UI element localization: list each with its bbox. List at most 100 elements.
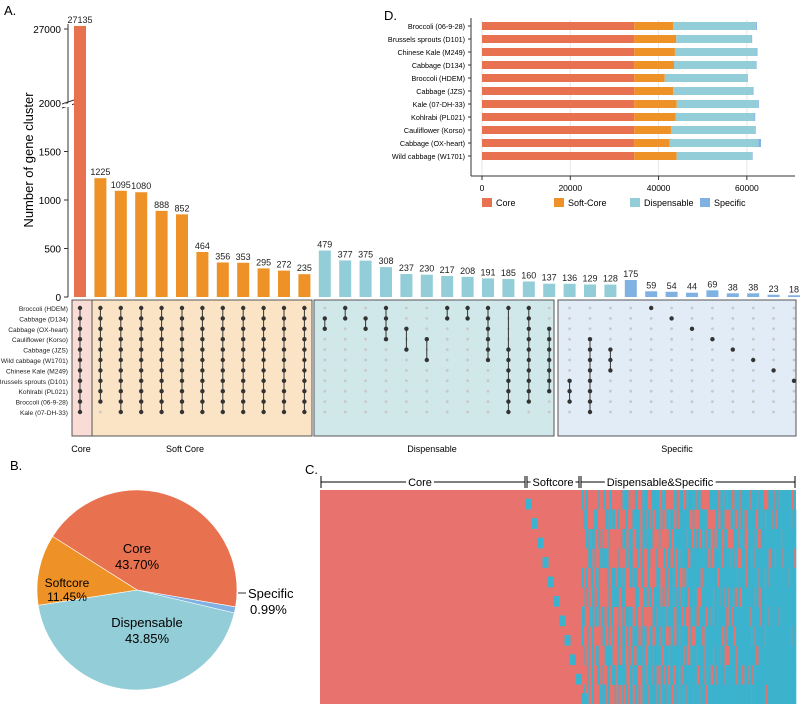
matrix-dot [465,305,470,311]
heatmap-dispensable-cell [701,587,704,608]
matrix-dot-empty [629,379,633,383]
bar-value-label: 377 [338,249,353,259]
heatmap-dispensable-cell [670,684,672,704]
heatmap-dispensable-cell [770,490,773,510]
panel-b: Core43.70%Softcore11.45%Dispensable43.85… [36,489,294,691]
stacked-bar-segment [634,74,665,82]
heatmap-dispensable-cell [649,645,652,666]
heatmap-dispensable-cell [744,567,746,588]
matrix-dot [322,326,327,331]
heatmap-dispensable-cell [610,606,613,627]
heatmap-dispensable-cell [610,645,613,666]
matrix-dot-empty [649,389,653,393]
heatmap-dispensable-cell [754,606,757,627]
matrix-dot-empty [384,348,388,351]
heatmap-dispensable-cell [670,665,672,685]
heatmap-dispensable-cell [643,665,646,685]
heatmap-dispensable-cell [614,587,617,608]
heatmap-dispensable-cell [770,665,773,685]
heatmap-dispensable-cell [680,684,682,704]
heatmap-dispensable-cell [748,567,750,588]
matrix-dot-empty [670,379,673,383]
heatmap-dispensable-cell [706,626,709,646]
heatmap-dispensable-cell [770,587,773,608]
matrix-dot-empty [792,317,796,320]
dispensable-region [313,299,555,437]
heatmap-dispensable-cell [602,606,604,627]
heatmap-dispensable-cell [717,606,720,627]
heatmap-dispensable-cell [780,490,783,510]
heatmap-dispensable-cell [755,528,758,549]
heatmap-dispensable-cell [767,606,769,627]
heatmap-dispensable-cell [678,606,681,627]
heatmap-dispensable-cell [794,587,797,608]
heatmap-dispensable-cell [644,626,647,646]
heatmap-dispensable-cell [767,587,769,608]
heatmap-dispensable-cell [722,567,725,588]
heatmap-dispensable-cell [677,665,680,685]
heatmap-dispensable-cell [682,567,685,588]
matrix-dot [77,399,83,404]
heatmap-dispensable-cell [792,548,794,569]
heatmap-dispensable-cell [739,626,741,646]
heatmap-dispensable-cell [720,626,723,646]
matrix-dot [302,389,307,394]
heatmap-dispensable-cell [765,606,768,627]
heatmap-dispensable-cell [743,684,745,704]
heatmap-dispensable-cell [765,645,768,666]
heatmap-dispensable-cell [660,606,662,627]
bar-value-label: 356 [215,251,230,261]
heatmap-dispensable-cell [736,528,739,549]
matrix-dot [118,347,124,352]
heatmap-dispensable-cell [751,528,754,549]
heatmap-dispensable-cell [671,567,673,588]
matrix-dot-empty [690,389,694,393]
heatmap-dispensable-cell [769,665,772,685]
stacked-bar-segment [482,152,635,160]
heatmap-dispensable-cell [775,606,778,627]
heatmap-dispensable-cell [689,665,691,685]
matrix-dot-empty [343,400,347,403]
heatmap-dispensable-cell [769,490,772,510]
heatmap-dispensable-cell [680,606,682,627]
heatmap-dispensable-cell [587,665,589,685]
category-label: Chinese Kale (M249) [397,48,465,57]
heatmap-dispensable-cell [592,626,594,646]
heatmap-dispensable-cell [753,509,755,530]
matrix-dot [77,316,83,321]
heatmap-dispensable-cell [700,509,702,530]
heatmap-dispensable-cell [775,665,778,685]
heatmap-dispensable-cell [780,509,783,530]
heatmap-dispensable-cell [729,606,731,627]
heatmap-dispensable-cell [682,548,685,569]
heatmap-dispensable-cell [619,665,622,685]
matrix-dot [98,316,103,321]
heatmap-dispensable-cell [782,645,784,666]
heatmap-dispensable-cell [672,509,675,530]
heatmap-dispensable-cell [617,509,619,530]
heatmap-dispensable-cell [622,606,624,627]
heatmap-dispensable-cell [687,490,690,510]
matrix-dot [220,399,225,404]
matrix-dot-empty [670,306,673,310]
heatmap-dispensable-cell [657,645,660,666]
heatmap-dispensable-cell [647,567,650,588]
heatmap-dispensable-cell [705,626,707,646]
heatmap-dispensable-cell [677,645,680,666]
matrix-dot-empty [649,369,653,372]
heatmap-dispensable-cell [784,645,787,666]
heatmap-dispensable-cell [764,645,767,666]
heatmap-dispensable-cell [716,626,719,646]
heatmap-dispensable-cell [714,665,716,685]
heatmap-dispensable-cell [775,548,778,569]
heatmap-dispensable-cell [729,626,731,646]
heatmap-dispensable-cell [772,587,774,608]
heatmap-dispensable-cell [652,684,655,704]
heatmap-dispensable-cell [767,567,769,588]
matrix-dot-empty [425,369,429,372]
heatmap-dispensable-cell [750,509,753,530]
matrix-dot-empty [649,327,653,331]
heatmap-dispensable-cell [767,528,769,549]
heatmap-dispensable-cell [714,490,716,510]
heatmap-dispensable-cell [709,490,711,510]
